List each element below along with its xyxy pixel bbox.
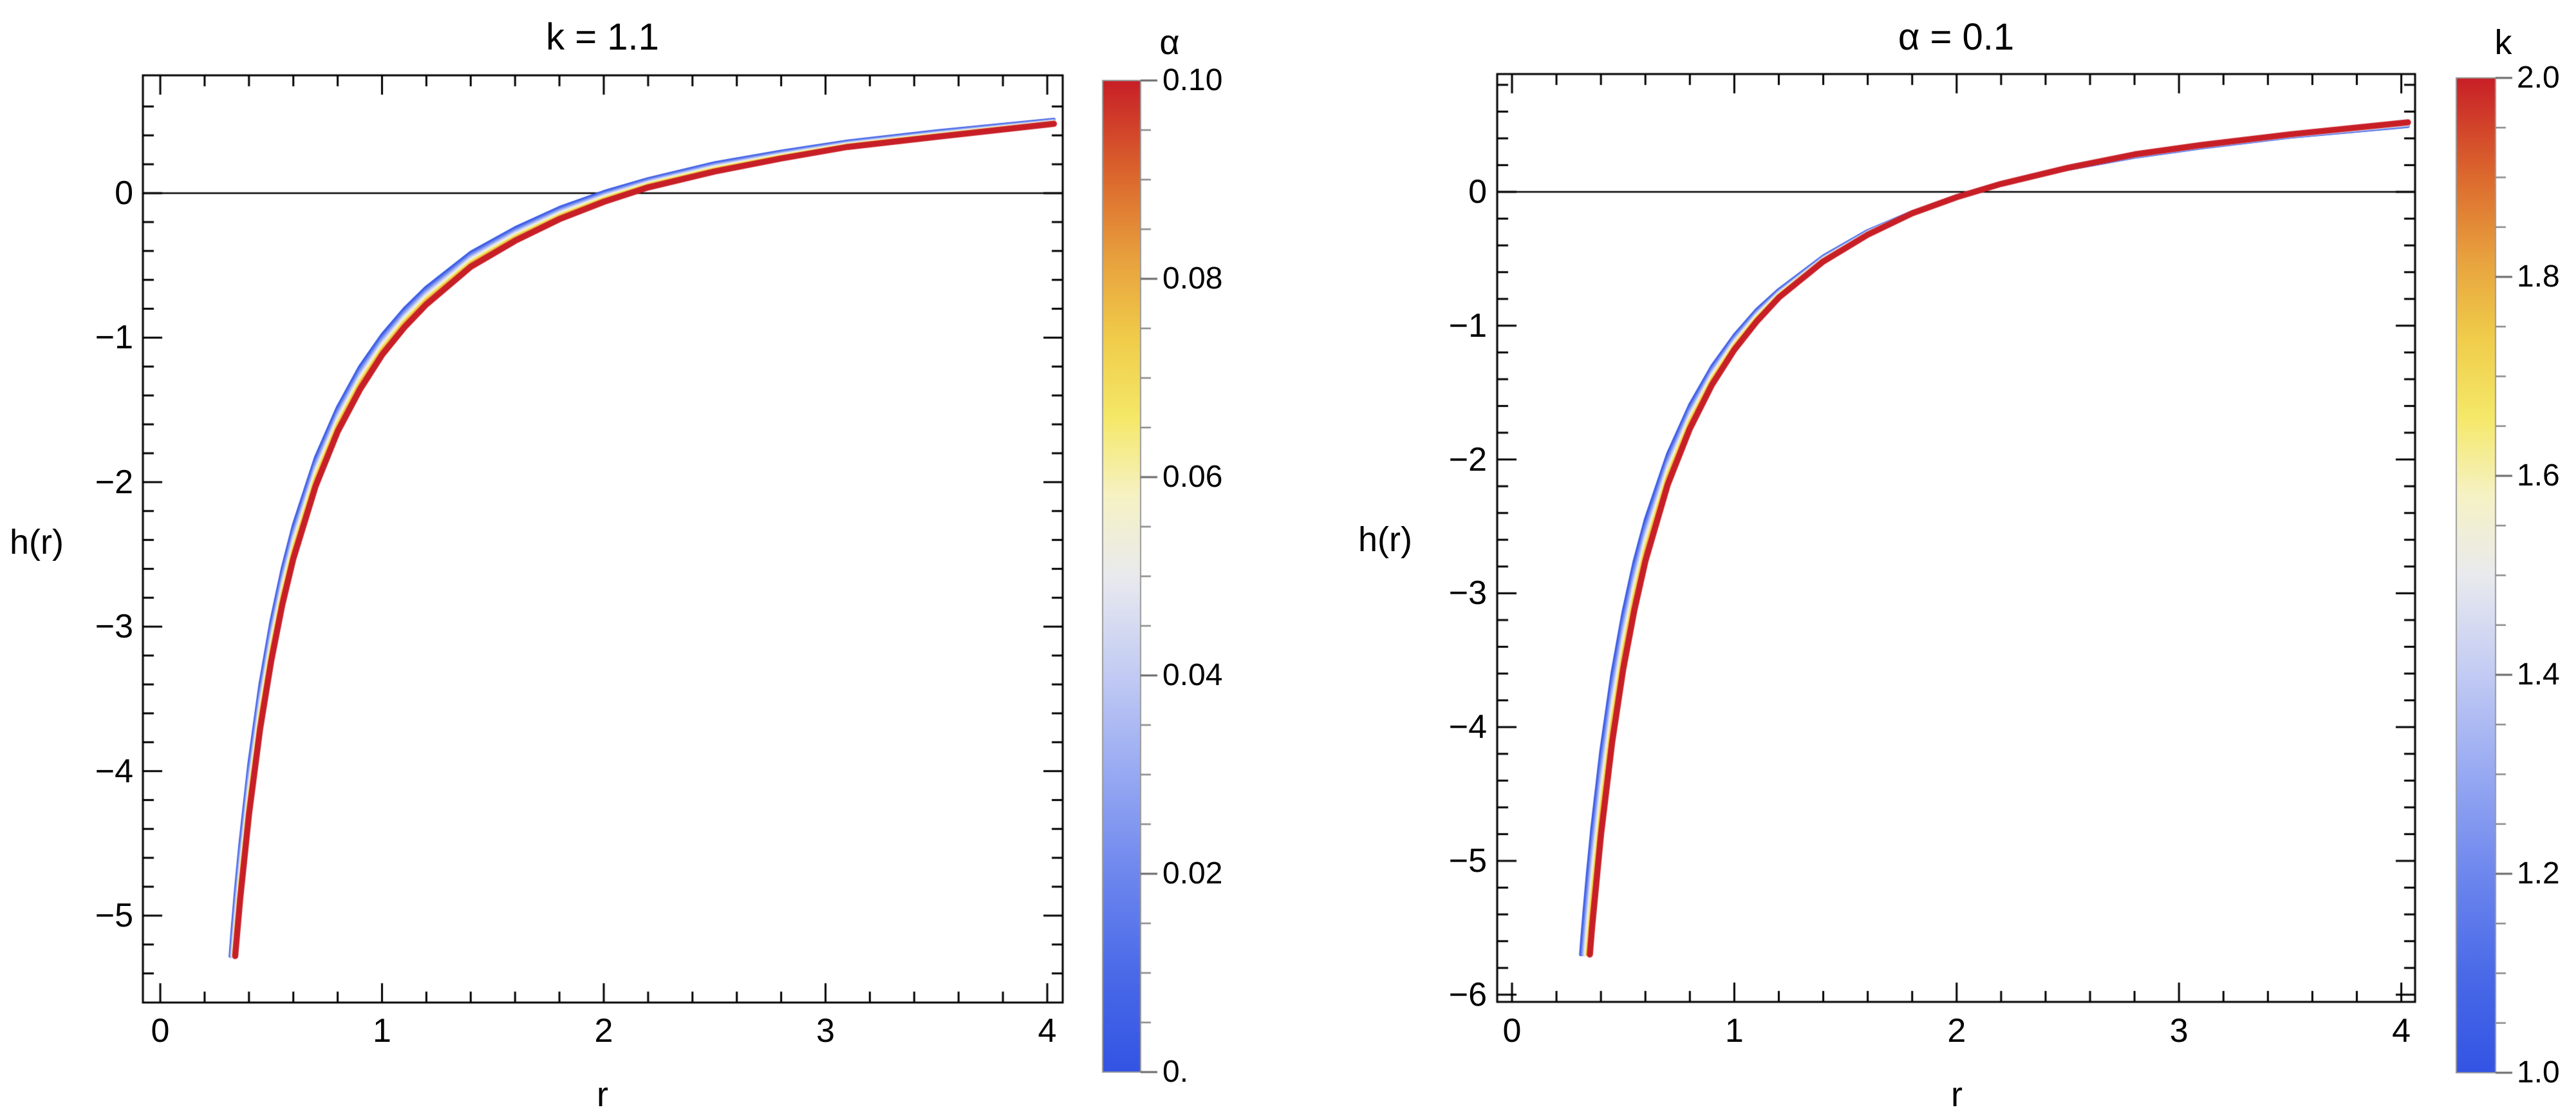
y-tick-label: −3: [95, 608, 133, 646]
y-tick-label: −1: [95, 319, 133, 357]
y-tick-label: 0: [1468, 173, 1487, 211]
x-tick-label: 4: [2392, 1012, 2411, 1050]
x-tick-label: 0: [151, 1012, 170, 1050]
right-y-axis-label: h(r): [1358, 520, 1412, 559]
right-panel-title: α = 0.1: [1898, 16, 2015, 58]
colorbar-tick-label: 0.02: [1162, 856, 1223, 891]
y-tick-label: −5: [95, 897, 133, 934]
x-tick-label: 2: [594, 1012, 613, 1050]
left-colorbar-label: α: [1159, 23, 1180, 62]
x-tick-label: 2: [1947, 1012, 1966, 1050]
y-tick-label: −3: [1448, 574, 1487, 612]
y-tick-label: −5: [1448, 842, 1487, 880]
left-y-axis-label: h(r): [10, 523, 64, 561]
y-tick-label: −2: [1448, 440, 1487, 478]
colorbar-tick-label: 1.2: [2517, 856, 2560, 891]
x-tick-label: 1: [1724, 1012, 1744, 1050]
y-tick-label: −6: [1448, 975, 1487, 1013]
x-tick-label: 3: [2169, 1012, 2189, 1050]
left-x-axis-label: r: [597, 1075, 608, 1112]
y-tick-label: −4: [95, 752, 133, 790]
colorbar-tick-label: 0.04: [1162, 658, 1223, 692]
colorbar-tick-label: 1.6: [2517, 458, 2560, 493]
colorbar-tick-label: 0.: [1162, 1055, 1189, 1089]
colorbar-tick-label: 0.08: [1162, 261, 1223, 296]
colorbar-tick-label: 0.06: [1162, 460, 1223, 494]
left-panel-title: k = 1.1: [546, 16, 659, 58]
x-tick-label: 3: [816, 1012, 835, 1050]
right-x-axis-label: r: [1951, 1075, 1963, 1112]
colorbar-tick-label: 2.0: [2517, 61, 2560, 95]
y-tick-label: −2: [95, 463, 133, 501]
right-colorbar-label: k: [2494, 23, 2512, 62]
y-tick-label: 0: [115, 174, 133, 212]
x-tick-label: 0: [1502, 1012, 1522, 1050]
y-tick-label: −4: [1448, 708, 1487, 746]
colorbar-tick-label: 1.4: [2517, 657, 2560, 692]
x-tick-label: 1: [373, 1012, 391, 1050]
colorbar-tick-label: 0.10: [1162, 63, 1223, 97]
colorbar-tick-label: 1.0: [2517, 1055, 2560, 1089]
x-tick-label: 4: [1038, 1012, 1057, 1050]
y-tick-label: −1: [1448, 306, 1487, 344]
colorbar-tick-label: 1.8: [2517, 259, 2560, 294]
